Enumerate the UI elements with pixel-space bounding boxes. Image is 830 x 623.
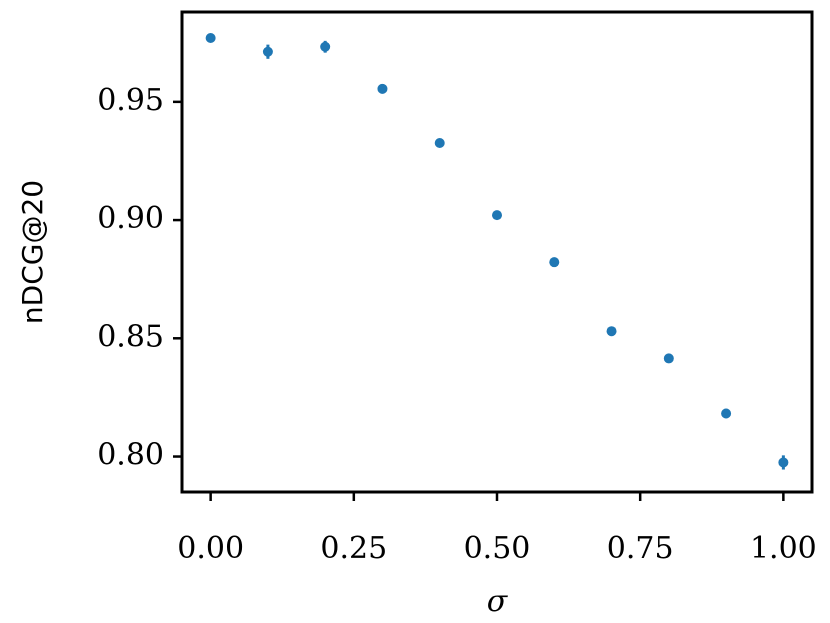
point [377,83,388,94]
y-axis-label: nDCG@20 [16,180,49,324]
y-tick-label: 0.95 [97,83,164,118]
point [663,353,674,364]
point [606,326,617,337]
x-tick-label: 1.00 [750,531,817,566]
y-tick-label: 0.85 [97,319,164,354]
point [778,457,789,468]
point [320,41,331,52]
y-tick-label: 0.80 [97,438,164,473]
x-tick-label: 0.25 [320,531,387,566]
point [721,408,732,419]
point [549,257,560,268]
x-axis-label: σ [487,584,509,619]
x-tick-label: 0.50 [464,531,531,566]
point [492,210,502,221]
plot-frame [180,10,814,494]
x-tick-label: 0.75 [607,531,674,566]
point [262,46,273,57]
x-tick-label: 0.00 [177,531,244,566]
y-tick-label: 0.90 [97,201,164,236]
point [205,33,216,44]
point [434,137,445,148]
